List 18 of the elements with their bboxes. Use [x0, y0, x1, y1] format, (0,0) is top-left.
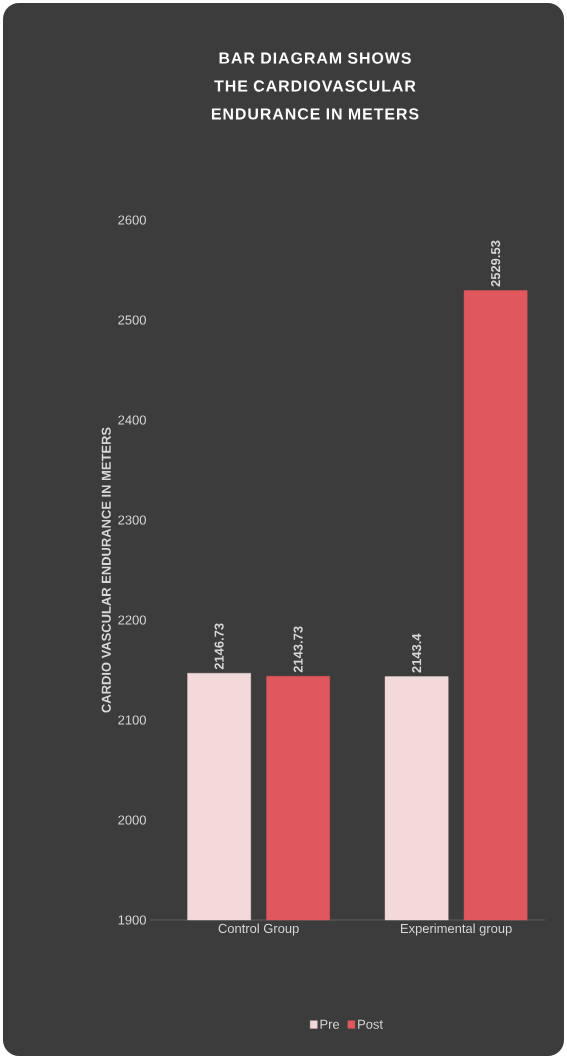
- chart-title: BAR DIAGRAM SHOWS THE CARDIOVASCULAR ENDURANCE IN METERS: [211, 52, 419, 120]
- y-tick-label: 2500: [118, 315, 146, 325]
- y-axis-title: CARDIO VASCULAR ENDURANCE IN METERS: [101, 427, 111, 713]
- x-tick-label: Experimental group: [401, 923, 512, 936]
- y-tick-label: 2300: [118, 515, 146, 525]
- y-tick-label: 2000: [118, 815, 146, 825]
- data-label: 2529.53: [491, 240, 501, 287]
- y-tick-label: 2100: [118, 715, 146, 725]
- data-label: 2143.73: [293, 626, 303, 673]
- y-tick-label: 1900: [118, 915, 146, 925]
- legend-label: Pre: [320, 1019, 340, 1029]
- legend-label: Post: [358, 1019, 383, 1029]
- y-tick-label: 2400: [118, 415, 146, 425]
- y-tick-label: 2600: [118, 215, 146, 225]
- data-label: 2143.4: [412, 633, 422, 673]
- x-tick-label: Control Group: [218, 923, 299, 936]
- y-tick-label: 2200: [118, 615, 146, 625]
- data-label: 2146.73: [214, 623, 224, 670]
